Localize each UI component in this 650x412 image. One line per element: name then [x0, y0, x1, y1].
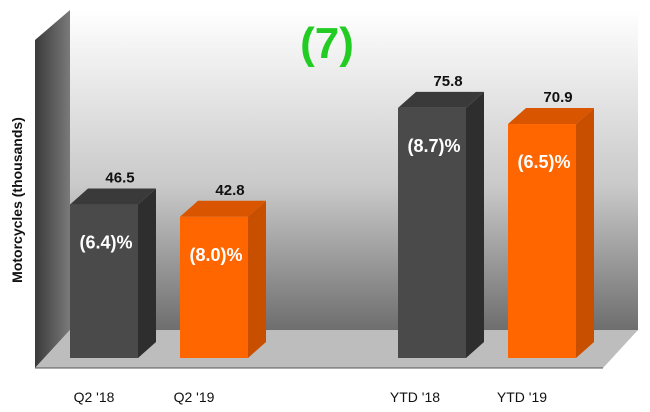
bar-top-face: [180, 200, 266, 217]
bar-top-face: [70, 188, 156, 205]
bar-top-face: [398, 91, 484, 108]
bar-side-face: [138, 188, 156, 358]
bar-value-label: 75.8: [433, 73, 462, 90]
bar-change-label: (8.7)%: [407, 136, 460, 156]
bar-value-label: 70.9: [543, 89, 572, 106]
bar-change-label: (6.5)%: [517, 152, 570, 172]
bar-side-face: [466, 91, 484, 359]
bar-front-face: [180, 216, 248, 358]
bar-front-face: [70, 204, 138, 358]
y-axis-title: Motorcycles (thousands): [9, 117, 25, 283]
chart-left-wall: [35, 10, 70, 368]
brand-logo: (7): [300, 19, 354, 68]
bar-side-face: [248, 200, 266, 358]
bar-4: [508, 108, 594, 358]
bar-1: [70, 188, 156, 358]
bar-side-face: [576, 108, 594, 358]
x-tick-label: Q2 '19: [174, 389, 215, 405]
x-tick-label: YTD '19: [497, 389, 547, 405]
bar-2: [180, 200, 266, 358]
bar-change-label: (8.0)%: [189, 245, 242, 265]
bar-front-face: [508, 124, 576, 358]
bar-value-label: 46.5: [105, 170, 134, 187]
bar-front-face: [398, 107, 466, 358]
x-tick-label: YTD '18: [390, 389, 440, 405]
labels-group: 46.5 (6.4)% Q2 '18 42.8 (8.0)% Q2 '19 75.8 (8.7…: [74, 73, 573, 405]
bar-value-label: 42.8: [215, 182, 244, 199]
bar-top-face: [508, 108, 594, 125]
bar-change-label: (6.4)%: [79, 233, 132, 253]
x-tick-label: Q2 '18: [74, 389, 115, 405]
bars-group: [70, 91, 594, 359]
bar-3: [398, 91, 484, 359]
